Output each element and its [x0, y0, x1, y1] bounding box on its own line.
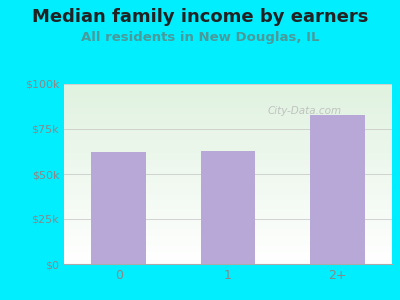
- Text: City-Data.com: City-Data.com: [267, 106, 342, 116]
- Bar: [91, 152, 146, 264]
- Bar: [310, 115, 365, 264]
- Text: Median family income by earners: Median family income by earners: [32, 8, 368, 26]
- Text: All residents in New Douglas, IL: All residents in New Douglas, IL: [81, 32, 319, 44]
- Bar: [201, 151, 255, 264]
